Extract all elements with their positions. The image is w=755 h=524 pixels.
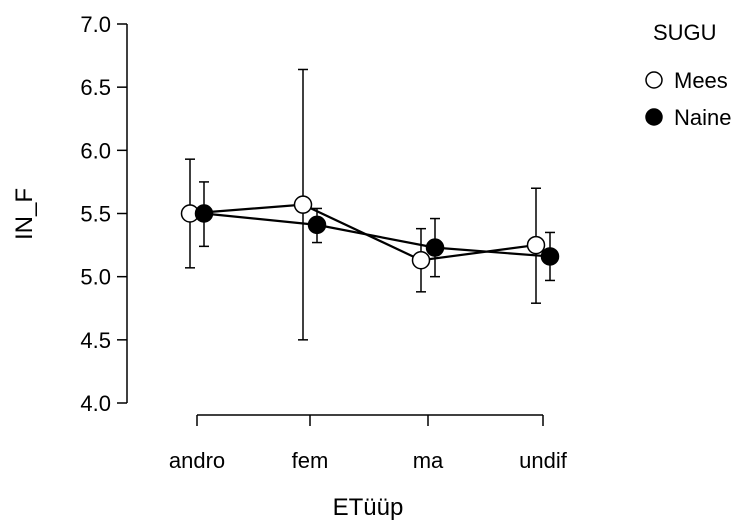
x-tick-label: fem bbox=[292, 448, 329, 473]
x-tick-label: andro bbox=[169, 448, 225, 473]
data-point-mees bbox=[411, 250, 431, 270]
data-point-naine bbox=[194, 204, 214, 223]
legend-marker-mees bbox=[645, 71, 663, 89]
legend: SUGU Mees Naine bbox=[645, 20, 731, 130]
y-tick-label: 6.5 bbox=[80, 75, 111, 100]
y-axis-title: IN_F bbox=[11, 188, 38, 240]
y-tick-label: 7.0 bbox=[80, 12, 111, 37]
legend-label-naine: Naine bbox=[674, 105, 731, 130]
data-point-naine bbox=[425, 238, 445, 257]
x-tick-label: ma bbox=[413, 448, 444, 473]
y-tick-label: 4.5 bbox=[80, 328, 111, 353]
data-point-mees bbox=[293, 195, 313, 214]
legend-marker-naine bbox=[645, 108, 663, 126]
legend-label-mees: Mees bbox=[674, 68, 728, 93]
data-point-naine bbox=[540, 247, 560, 266]
data-point-mees bbox=[526, 235, 546, 255]
y-tick-label: 5.0 bbox=[80, 265, 111, 290]
x-axis-title: ETüüp bbox=[333, 494, 404, 521]
series-line-naine bbox=[203, 212, 551, 258]
series-layer bbox=[180, 68, 560, 341]
legend-title: SUGU bbox=[653, 20, 717, 45]
y-tick-label: 6.0 bbox=[80, 138, 111, 163]
y-tick-label: 5.5 bbox=[80, 202, 111, 227]
x-tick-label: undif bbox=[519, 448, 568, 473]
data-point-naine bbox=[307, 215, 327, 235]
legend-items: Mees Naine bbox=[645, 68, 731, 130]
y-tick-label: 4.0 bbox=[80, 391, 111, 416]
x-axis: andro fem ma undif bbox=[169, 414, 568, 473]
y-axis: 4.0 4.5 5.0 5.5 6.0 6.5 7.0 bbox=[80, 12, 128, 416]
